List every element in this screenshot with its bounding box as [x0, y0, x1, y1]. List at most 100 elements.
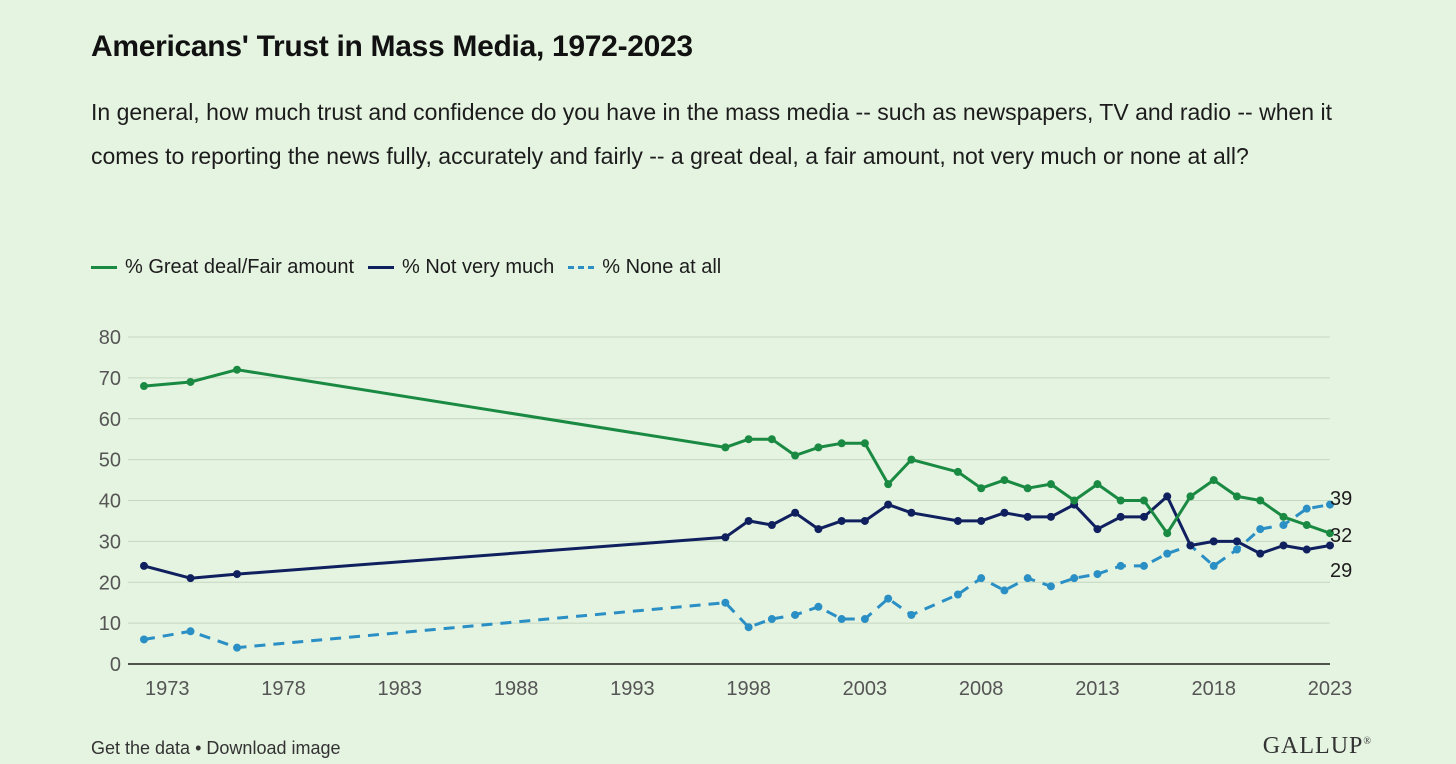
x-tick-label-2018: 2018 — [1191, 678, 1236, 700]
data-point-none-at-all-1999 — [767, 615, 776, 624]
data-point-none-at-all-2003 — [860, 615, 869, 624]
data-point-not-very-much-1998 — [744, 516, 753, 525]
data-point-none-at-all-2022 — [1302, 504, 1311, 513]
data-point-none-at-all-2010 — [1023, 574, 1032, 583]
x-tick-label-1993: 1993 — [610, 678, 655, 700]
data-point-none-at-all-2019 — [1232, 545, 1241, 554]
data-point-none-at-all-2016 — [1163, 549, 1172, 558]
data-point-great-deal-fair-amount-2017 — [1186, 492, 1195, 501]
data-point-none-at-all-1997 — [721, 598, 730, 607]
data-point-great-deal-fair-amount-2003 — [860, 439, 869, 448]
data-point-not-very-much-2023 — [1326, 541, 1334, 550]
chart-legend: % Great deal/Fair amount % Not very much… — [91, 256, 721, 279]
get-data-link[interactable]: Get the data — [91, 738, 191, 758]
data-point-not-very-much-2007 — [953, 516, 962, 525]
data-point-great-deal-fair-amount-1997 — [721, 443, 730, 452]
data-point-none-at-all-2020 — [1256, 525, 1265, 534]
data-point-great-deal-fair-amount-2009 — [1000, 476, 1009, 485]
data-point-not-very-much-2013 — [1093, 525, 1102, 534]
y-tick-label-70: 70 — [99, 368, 121, 390]
legend-swatch-great-deal — [91, 266, 117, 269]
data-point-not-very-much-2021 — [1279, 541, 1288, 550]
data-point-not-very-much-2008 — [977, 516, 986, 525]
x-tick-label-1988: 1988 — [494, 678, 539, 700]
data-point-none-at-all-1972 — [140, 635, 148, 644]
data-point-great-deal-fair-amount-2010 — [1023, 484, 1032, 493]
x-tick-label-1973: 1973 — [145, 678, 190, 700]
y-tick-label-20: 20 — [99, 572, 121, 594]
data-point-not-very-much-1974 — [186, 574, 195, 583]
data-point-great-deal-fair-amount-2011 — [1046, 480, 1055, 489]
data-point-great-deal-fair-amount-2005 — [907, 455, 916, 464]
data-point-great-deal-fair-amount-2019 — [1232, 492, 1241, 501]
footer-separator: • — [195, 738, 202, 758]
legend-item-none-at-all[interactable]: % None at all — [568, 256, 721, 279]
y-tick-label-50: 50 — [99, 450, 121, 472]
data-point-great-deal-fair-amount-2020 — [1256, 496, 1265, 505]
chart-title: Americans' Trust in Mass Media, 1972-202… — [91, 30, 693, 63]
x-tick-label-2003: 2003 — [843, 678, 888, 700]
data-point-not-very-much-2015 — [1139, 512, 1148, 521]
y-tick-label-40: 40 — [99, 491, 121, 513]
data-point-none-at-all-2018 — [1209, 561, 1218, 570]
series-line-none-at-all — [143, 503, 1331, 650]
data-point-none-at-all-2008 — [977, 574, 986, 583]
data-point-great-deal-fair-amount-2008 — [977, 484, 986, 493]
end-label-great-deal-fair-amount: 32 — [1330, 525, 1352, 547]
data-point-not-very-much-1976 — [233, 570, 242, 579]
data-point-not-very-much-2017 — [1186, 541, 1195, 550]
end-label-not-very-much: 29 — [1330, 560, 1352, 582]
y-tick-label-10: 10 — [99, 613, 121, 635]
data-point-great-deal-fair-amount-2004 — [884, 480, 893, 489]
data-point-none-at-all-2014 — [1116, 561, 1125, 570]
data-point-great-deal-fair-amount-2015 — [1139, 496, 1148, 505]
chart-subtitle: In general, how much trust and confidenc… — [91, 99, 1332, 169]
data-point-not-very-much-2016 — [1163, 492, 1172, 501]
data-point-great-deal-fair-amount-2001 — [814, 443, 823, 452]
data-point-not-very-much-2002 — [837, 516, 846, 525]
data-point-not-very-much-2011 — [1046, 512, 1055, 521]
end-label-none-at-all: 39 — [1330, 488, 1352, 510]
data-point-none-at-all-1976 — [233, 643, 242, 652]
data-point-none-at-all-1998 — [744, 623, 753, 632]
data-point-not-very-much-1972 — [140, 561, 148, 570]
data-point-none-at-all-2023 — [1326, 500, 1334, 509]
data-point-great-deal-fair-amount-1974 — [186, 377, 195, 386]
y-tick-label-60: 60 — [99, 409, 121, 431]
x-tick-label-2013: 2013 — [1075, 678, 1120, 700]
data-point-none-at-all-2001 — [814, 602, 823, 611]
x-tick-label-1978: 1978 — [261, 678, 306, 700]
y-tick-label-0: 0 — [110, 654, 121, 676]
data-point-great-deal-fair-amount-2014 — [1116, 496, 1125, 505]
data-point-not-very-much-2005 — [907, 508, 916, 517]
data-point-none-at-all-1974 — [186, 627, 195, 636]
data-point-great-deal-fair-amount-1998 — [744, 435, 753, 444]
gallup-logo: GALLUP® — [1263, 733, 1372, 760]
data-point-none-at-all-2000 — [791, 610, 800, 619]
data-point-none-at-all-2007 — [953, 590, 962, 599]
download-image-link[interactable]: Download image — [206, 738, 341, 758]
gallup-logo-text: GALLUP — [1262, 733, 1364, 759]
data-point-none-at-all-2004 — [884, 594, 893, 603]
data-point-not-very-much-1999 — [767, 521, 776, 530]
data-point-great-deal-fair-amount-2018 — [1209, 476, 1218, 485]
data-point-none-at-all-2012 — [1070, 574, 1079, 583]
legend-label-great-deal: % Great deal/Fair amount — [125, 256, 354, 278]
data-point-great-deal-fair-amount-2016 — [1163, 529, 1172, 538]
y-tick-label-80: 80 — [99, 327, 121, 349]
data-point-not-very-much-2020 — [1256, 549, 1265, 558]
data-point-not-very-much-1997 — [721, 533, 730, 542]
data-point-great-deal-fair-amount-2002 — [837, 439, 846, 448]
data-point-not-very-much-2010 — [1023, 512, 1032, 521]
data-point-none-at-all-2015 — [1139, 561, 1148, 570]
legend-item-not-very-much[interactable]: % Not very much — [368, 256, 554, 279]
x-tick-label-2008: 2008 — [959, 678, 1004, 700]
legend-item-great-deal[interactable]: % Great deal/Fair amount — [91, 256, 354, 279]
data-point-great-deal-fair-amount-1999 — [767, 435, 776, 444]
legend-label-none-at-all: % None at all — [602, 256, 722, 278]
data-point-none-at-all-2013 — [1093, 570, 1102, 579]
data-point-not-very-much-2004 — [884, 500, 893, 509]
data-point-great-deal-fair-amount-2012 — [1070, 496, 1079, 505]
data-point-great-deal-fair-amount-2007 — [953, 467, 962, 476]
